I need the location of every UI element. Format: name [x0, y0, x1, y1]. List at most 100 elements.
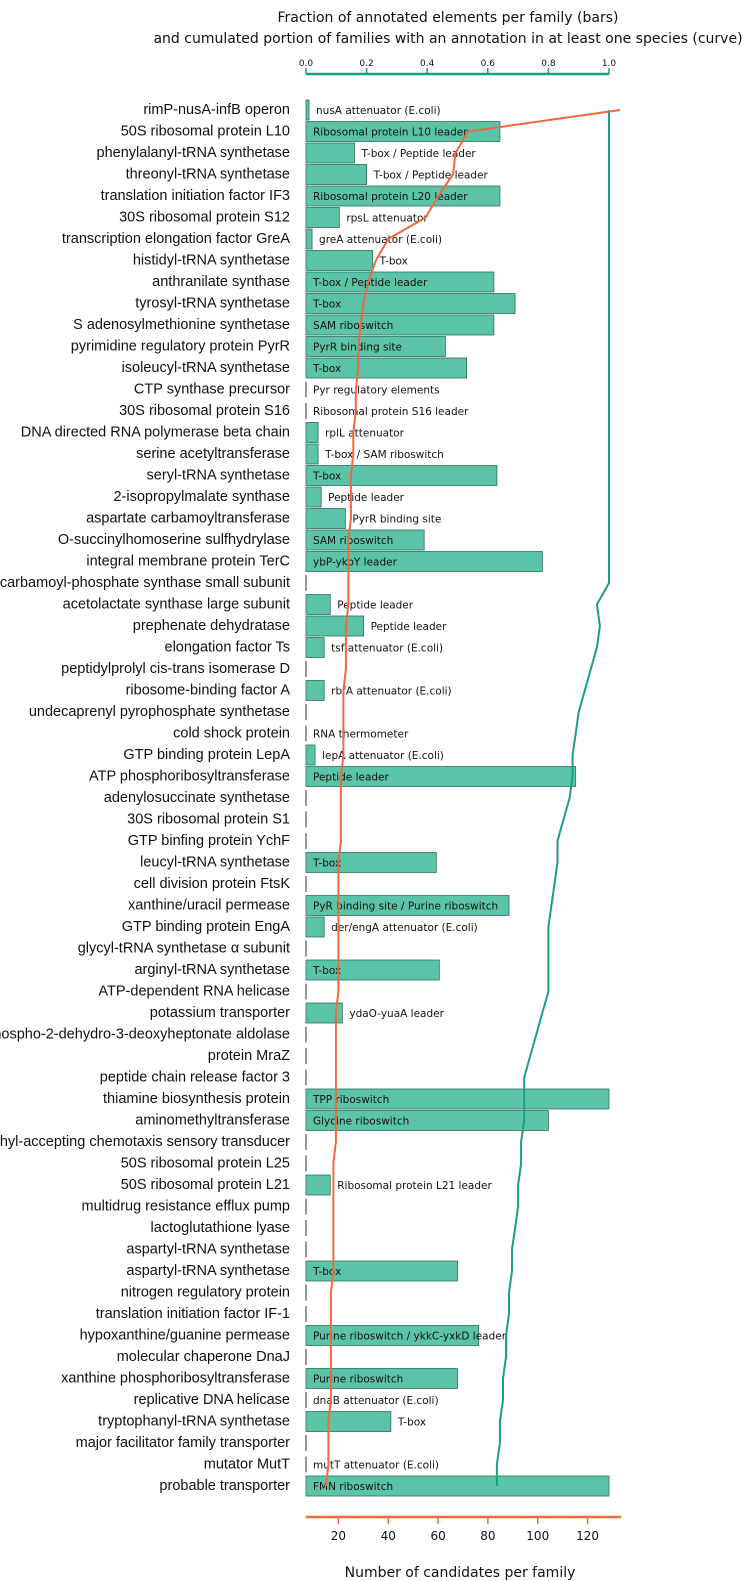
bar-label: rpsL attenuator	[346, 213, 428, 225]
bar-label: Ribosomal protein L20 leader	[313, 191, 468, 203]
bottom-axis-tick-label: 40	[381, 1529, 396, 1543]
bar	[305, 422, 319, 443]
chart-title: Fraction of annotated elements per famil…	[278, 10, 619, 26]
category-label: aspartate carbamoyltransferase	[86, 511, 290, 527]
top-axis-tick-label: 0.2	[359, 59, 373, 69]
bar	[305, 164, 367, 185]
bar	[305, 1475, 610, 1497]
category-label: S adenosylmethionine synthetase	[73, 317, 290, 333]
category-label: arginyl-tRNA synthetase	[134, 962, 290, 978]
bottom-axis-tick-label: 120	[576, 1529, 599, 1543]
category-label: pyrimidine regulatory protein PyrR	[71, 339, 290, 355]
category-label: aspartyl-tRNA synthetase	[126, 1263, 290, 1279]
category-label: multidrug resistance efflux pump	[82, 1199, 290, 1215]
bar	[305, 1002, 343, 1024]
bar	[305, 228, 313, 250]
bar-label: Ribosomal protein S16 leader	[313, 406, 469, 418]
category-label: elongation factor Ts	[165, 640, 290, 656]
category-label: potassium transporter	[150, 1005, 290, 1021]
bar	[305, 142, 355, 164]
bar-label: T-box / Peptide leader	[312, 277, 428, 289]
bottom-axis-tick-label: 100	[526, 1529, 549, 1543]
category-label: nitrogen regulatory protein	[121, 1285, 290, 1301]
bar-label: dnaB attenuator (E.coli)	[313, 1395, 439, 1407]
chart-subtitle: and cumulated portion of families with a…	[153, 31, 742, 47]
category-label: probable transporter	[159, 1478, 290, 1494]
bar-label: Peptide leader	[371, 621, 448, 633]
bar	[305, 465, 498, 486]
category-label: lactoglutathione lyase	[151, 1220, 290, 1236]
category-label: GTP binding protein LepA	[123, 747, 290, 763]
bar-label: RNA thermometer	[313, 729, 409, 741]
bar-label: mutT attenuator (E.coli)	[313, 1460, 439, 1472]
bar	[305, 744, 316, 766]
bar-label: Peptide leader	[328, 492, 405, 504]
category-label: 30S ribosomal protein S16	[119, 403, 290, 419]
bar	[305, 1174, 331, 1196]
top-axis-tick-label: 0.0	[299, 59, 314, 69]
category-label: ribosome-binding factor A	[126, 683, 291, 699]
bar	[305, 271, 495, 293]
bar-label: tsf attenuator (E.coli)	[331, 643, 443, 655]
category-label: GTP binfing protein YchF	[128, 833, 290, 849]
bar	[305, 766, 577, 787]
bar-label: T-box / SAM riboswitch	[324, 449, 444, 461]
bottom-axis-tick-label: 80	[480, 1529, 495, 1543]
category-label: 50S ribosomal protein L10	[121, 124, 290, 140]
bar-label: ydaO-yuaA leader	[349, 1008, 444, 1020]
bar	[305, 99, 310, 121]
category-label: 2-isopropylmalate synthase	[113, 489, 290, 505]
category-label: 50S ribosomal protein L25	[121, 1156, 290, 1172]
category-label: leucyl-tRNA synthetase	[140, 855, 290, 871]
category-label: replicative DNA helicase	[134, 1392, 290, 1408]
category-label: GTP binding protein EngA	[122, 919, 291, 935]
category-label: translation initiation factor IF-1	[96, 1306, 290, 1322]
category-label: aspartyl-tRNA synthetase	[126, 1242, 290, 1258]
category-label: isoleucyl-tRNA synthetase	[122, 360, 290, 376]
category-label: protein MraZ	[208, 1048, 290, 1064]
bars	[305, 99, 610, 1497]
category-label: molecular chaperone DnaJ	[117, 1349, 290, 1365]
category-label: xanthine phosphoribosyltransferase	[61, 1371, 290, 1387]
bar	[305, 1325, 480, 1346]
category-labels: rimP-nusA-infB operon 50S ribosomal prote…	[0, 102, 290, 1494]
bar	[305, 551, 543, 572]
bar	[305, 314, 495, 336]
bar	[305, 1368, 458, 1389]
category-label: prephenate dehydratase	[133, 618, 290, 634]
bar-label: Ribosomal protein L10 leader	[313, 127, 468, 139]
category-label: threonyl-tRNA synthetase	[126, 167, 290, 183]
bottom-axis-tick-label: 20	[331, 1529, 346, 1543]
x-axis-title: Number of candidates per family	[345, 1565, 576, 1581]
bar-label: Glycine riboswitch	[313, 1116, 409, 1128]
category-label: translation initiation factor IF3	[101, 188, 290, 204]
category-label: tryptophanyl-tRNA synthetase	[98, 1414, 290, 1430]
bar	[305, 529, 425, 551]
bar-label: Pyr regulatory elements	[313, 385, 440, 397]
bar	[305, 486, 322, 508]
category-label: peptide chain release factor 3	[100, 1070, 290, 1086]
bar	[305, 615, 364, 637]
category-label: carbamoyl-phosphate synthase small subun…	[0, 575, 290, 591]
bar	[305, 336, 446, 357]
category-label: adenylosuccinate synthetase	[104, 790, 290, 806]
bar	[305, 637, 325, 658]
bar-label: Purine riboswitch / ykkC-yxkD leader	[313, 1331, 507, 1343]
bar	[305, 1088, 610, 1110]
bar-label: T-box	[312, 965, 341, 977]
category-label: CTP synthase precursor	[134, 382, 290, 398]
bottom-axis-tick-label: 60	[430, 1529, 445, 1543]
category-label: O-succinylhomoserine sulfhydrylase	[58, 532, 290, 548]
bar-label: TPP riboswitch	[312, 1094, 389, 1106]
top-axis-tick-label: 1.0	[602, 59, 617, 69]
category-label: peptidylprolyl cis-trans isomerase D	[61, 661, 290, 677]
bar	[305, 1260, 458, 1282]
category-label: glycyl-tRNA synthetase α subunit	[78, 941, 290, 957]
bar-label: ybP-ykoY leader	[313, 557, 398, 569]
bar-label: PyrR binding site	[352, 514, 441, 526]
category-label: anthranilate synthase	[152, 274, 290, 290]
candidates-count-curve	[324, 109, 621, 1487]
category-label: thiamine biosynthesis protein	[103, 1091, 290, 1107]
bar-label: PyR binding site / Purine riboswitch	[313, 901, 498, 913]
top-axis: 0.0 0.2 0.4 0.6 0.8 1.0	[299, 59, 617, 76]
